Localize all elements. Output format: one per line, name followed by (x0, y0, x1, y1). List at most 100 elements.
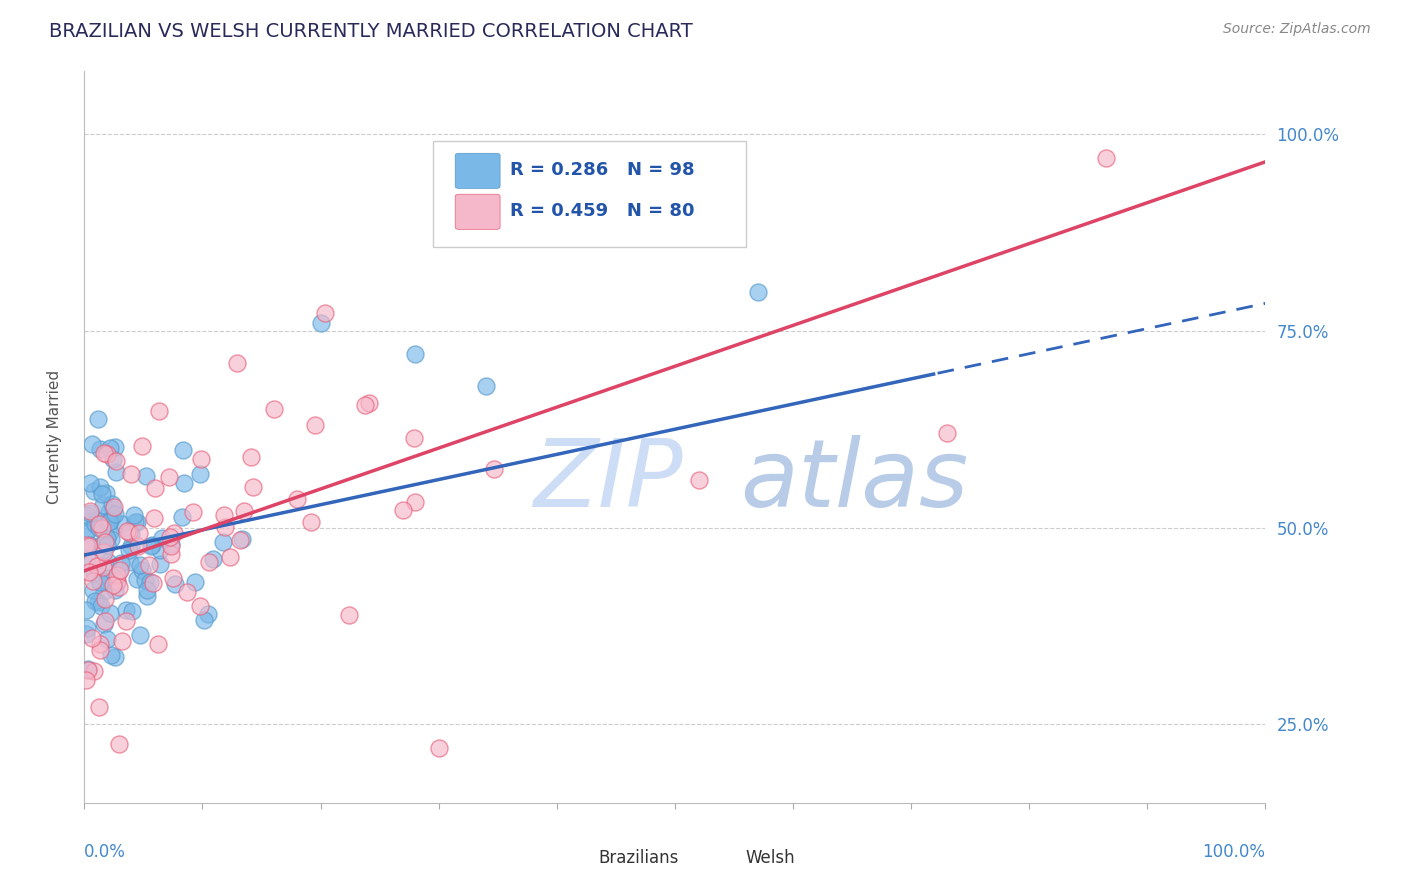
Point (80, 555, 103, 569)
Point (108, 563, 131, 577)
Point (96, 538, 118, 552)
Point (229, 533, 252, 547)
Point (120, 555, 142, 569)
Point (104, 583, 127, 598)
Point (240, 450, 263, 464)
FancyBboxPatch shape (456, 153, 501, 188)
Point (98, 505, 121, 519)
Text: 0.0%: 0.0% (84, 843, 127, 861)
Point (93, 498, 115, 512)
Point (75, 603, 97, 617)
Point (76, 523, 98, 537)
Point (233, 503, 256, 517)
Point (134, 574, 156, 588)
Text: Brazilians: Brazilians (598, 848, 679, 867)
Point (101, 451, 124, 466)
Point (148, 558, 170, 572)
Point (121, 604, 143, 618)
Point (475, 379, 498, 393)
Point (136, 589, 159, 603)
Point (82, 574, 104, 589)
Point (117, 543, 139, 558)
Point (263, 401, 285, 416)
Point (110, 556, 132, 570)
Point (89, 480, 111, 494)
Point (181, 505, 204, 519)
Text: ZIP: ZIP (533, 435, 683, 526)
Point (96, 447, 118, 461)
Point (173, 442, 195, 457)
Point (159, 547, 181, 561)
Point (107, 580, 129, 594)
Point (97, 555, 120, 569)
Point (89, 575, 111, 590)
Point (115, 614, 138, 628)
Point (299, 515, 322, 529)
Text: Welsh: Welsh (745, 848, 796, 867)
Point (91, 536, 114, 550)
Point (188, 599, 211, 613)
Point (93, 616, 115, 631)
Point (142, 575, 165, 590)
Point (86, 559, 108, 574)
Point (104, 453, 127, 467)
Point (101, 508, 124, 523)
Point (83, 566, 105, 581)
Point (100, 648, 122, 663)
Point (98, 571, 121, 585)
Point (105, 574, 128, 589)
Point (482, 462, 505, 476)
Point (285, 491, 308, 506)
Point (212, 508, 235, 523)
Point (83, 483, 105, 498)
Point (77, 565, 100, 579)
Point (135, 469, 157, 483)
Point (101, 502, 124, 516)
Point (309, 316, 332, 330)
Point (131, 563, 153, 577)
Point (90, 599, 112, 614)
Point (86, 595, 108, 609)
Point (127, 539, 149, 553)
Point (111, 516, 134, 531)
Point (163, 577, 186, 591)
Point (118, 524, 141, 539)
Point (76, 550, 98, 565)
Point (76, 508, 98, 522)
Point (135, 582, 157, 597)
Point (218, 550, 240, 565)
Point (157, 469, 180, 483)
Point (96, 632, 118, 646)
Point (93, 446, 115, 460)
Point (107, 737, 129, 751)
Point (148, 404, 170, 418)
FancyBboxPatch shape (702, 846, 740, 872)
Point (79, 475, 101, 490)
Point (197, 555, 219, 569)
Point (304, 418, 326, 433)
Point (131, 439, 153, 453)
Point (83, 664, 105, 678)
Point (100, 532, 122, 546)
Point (138, 558, 160, 572)
Point (139, 575, 162, 590)
Point (86, 513, 108, 527)
Point (404, 347, 426, 361)
Point (79, 506, 101, 520)
Point (242, 480, 264, 494)
Point (87, 411, 110, 425)
Point (84, 594, 107, 608)
Point (75, 525, 97, 540)
Point (129, 558, 152, 572)
Point (357, 396, 380, 410)
Point (188, 467, 211, 482)
Text: 100.0%: 100.0% (1202, 843, 1265, 861)
Point (93, 545, 115, 559)
Point (162, 571, 184, 585)
Point (124, 515, 146, 529)
Point (339, 607, 361, 622)
Point (404, 431, 426, 445)
Point (76, 663, 98, 677)
Point (89, 636, 111, 650)
Point (163, 526, 186, 541)
